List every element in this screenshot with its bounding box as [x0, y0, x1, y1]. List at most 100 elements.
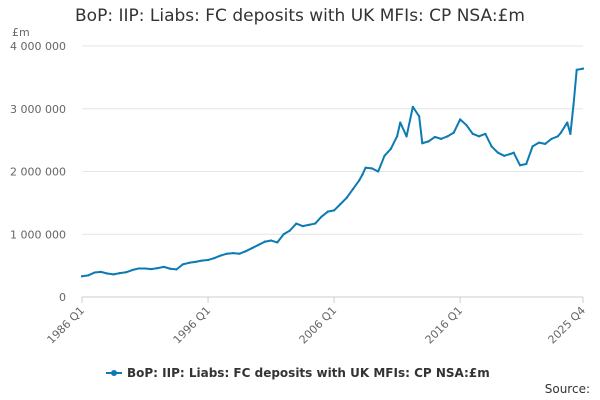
data-point — [93, 271, 96, 274]
data-point — [484, 132, 487, 135]
data-point — [244, 250, 247, 253]
data-point — [418, 115, 421, 118]
data-point — [395, 135, 399, 138]
data-point — [550, 137, 553, 140]
data-point — [459, 118, 462, 121]
data-point — [326, 210, 329, 213]
data-point — [225, 252, 229, 255]
data-point — [566, 121, 569, 124]
y-tick-label: 4 000 000 — [10, 40, 66, 53]
data-point — [307, 223, 310, 226]
data-point — [471, 132, 474, 135]
data-point — [345, 196, 348, 199]
data-point — [351, 187, 355, 191]
data-point — [575, 68, 578, 71]
legend[interactable]: BoP: IIP: Liabs: FC deposits with UK MFI… — [106, 366, 490, 380]
data-point — [112, 273, 115, 276]
data-point — [405, 135, 408, 138]
y-tick-label: 2 000 000 — [10, 166, 66, 179]
data-point — [364, 166, 367, 169]
data-point — [238, 252, 241, 255]
data-point — [181, 263, 184, 266]
data-point — [175, 268, 178, 271]
legend-label[interactable]: BoP: IIP: Liabs: FC deposits with UK MFI… — [127, 366, 490, 380]
data-point — [544, 142, 547, 145]
data-point — [118, 272, 121, 275]
data-point — [399, 121, 402, 124]
data-point — [339, 203, 342, 206]
data-point — [200, 259, 203, 262]
data-point — [389, 147, 392, 151]
data-point — [490, 145, 493, 148]
data-point — [358, 179, 361, 182]
axis-layer: £m 0 1 000 000 2 000 000 3 000 000 4 000 000 1… — [10, 26, 588, 346]
data-point — [232, 251, 235, 255]
data-point — [518, 164, 522, 167]
data-point — [361, 173, 364, 176]
data-point — [503, 154, 506, 157]
data-point — [276, 241, 279, 244]
data-point — [143, 267, 147, 270]
data-point — [411, 105, 414, 108]
data-point — [559, 131, 563, 134]
data-point — [125, 271, 128, 274]
data-point — [251, 246, 254, 250]
data-point — [440, 137, 443, 140]
data-point — [150, 267, 153, 271]
data-point — [421, 142, 424, 145]
x-tick-label: 1996 Q1 — [171, 304, 214, 347]
data-point — [206, 258, 210, 262]
data-point — [314, 222, 317, 225]
data-point — [377, 170, 380, 173]
data-point — [572, 103, 575, 106]
data-point — [156, 267, 159, 270]
x-tick-label: 1986 Q1 — [45, 304, 88, 347]
data-point — [477, 135, 481, 138]
x-tick-label: 2006 Q1 — [297, 304, 340, 347]
data-point — [169, 267, 172, 270]
y-tick-label: 0 — [59, 291, 66, 304]
data-point — [452, 131, 455, 134]
data-point — [512, 151, 515, 154]
grid-layer — [82, 45, 583, 298]
data-point — [295, 222, 298, 225]
data-point — [320, 215, 323, 218]
y-unit-label: £m — [12, 26, 30, 39]
data-point — [556, 135, 559, 138]
data-point — [87, 274, 90, 277]
data-point — [370, 167, 373, 170]
y-tick-label: 1 000 000 — [10, 228, 66, 241]
data-point — [288, 229, 292, 232]
data-point — [213, 257, 216, 260]
data-point — [188, 261, 191, 264]
x-tick-label: 2016 Q1 — [423, 304, 466, 347]
data-point — [194, 260, 197, 263]
data-point — [99, 270, 103, 273]
data-point — [509, 152, 512, 156]
legend-swatch-marker — [111, 370, 117, 376]
data-point — [263, 240, 266, 243]
data-point — [383, 154, 386, 157]
data-point — [569, 132, 572, 135]
y-tick-label: 3 000 000 — [10, 103, 66, 116]
data-point — [219, 254, 222, 257]
data-point — [581, 67, 585, 70]
data-point — [282, 233, 285, 236]
data-point — [525, 162, 528, 166]
data-point — [427, 140, 430, 143]
data-point — [301, 224, 304, 228]
data-point — [257, 243, 260, 247]
data-point — [531, 145, 534, 148]
source-label: Source: — [545, 382, 590, 396]
data-point — [131, 268, 134, 272]
series-layer — [80, 67, 585, 278]
data-point — [496, 151, 500, 154]
data-point — [446, 135, 449, 138]
data-point — [433, 135, 437, 139]
data-point — [537, 141, 540, 144]
data-point — [269, 239, 273, 242]
series-line — [81, 67, 584, 278]
x-tick-label: 2025 Q4 — [546, 304, 589, 347]
data-point — [332, 209, 336, 212]
